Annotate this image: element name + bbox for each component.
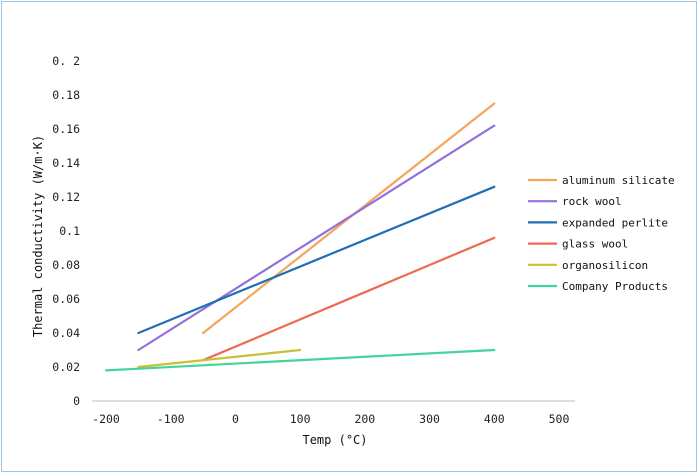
x-tick-label: 200 <box>354 412 375 426</box>
x-tick-label: -200 <box>92 412 120 426</box>
legend-label: expanded perlite <box>562 216 668 229</box>
x-tick-label: 300 <box>419 412 440 426</box>
series-line-organosilicon <box>137 348 302 369</box>
legend-label: rock wool <box>562 195 622 208</box>
y-tick-label: 0 <box>73 394 80 408</box>
y-tick-label: 0.1 <box>59 224 80 238</box>
y-tick-label: 0.16 <box>52 122 80 136</box>
y-tick-label: 0.06 <box>52 292 80 306</box>
legend-label: glass wool <box>562 238 628 251</box>
series-line-company-products <box>104 348 496 372</box>
y-tick-label: 0.02 <box>52 360 80 374</box>
legend: aluminum silicate rock wool expanded perli… <box>528 174 675 293</box>
y-axis-title: Thermal conductivity (W/m·K) <box>31 135 45 337</box>
series-line-glass-wool <box>202 236 496 362</box>
y-tick-label: 0.14 <box>52 156 80 170</box>
x-tick-label: -100 <box>157 412 185 426</box>
y-tick-label: 0. 2 <box>52 54 80 68</box>
x-tick-label: 400 <box>484 412 505 426</box>
y-tick-label: 0.08 <box>52 258 80 272</box>
y-tick-label: 0.04 <box>52 326 80 340</box>
series-line-expanded-perlite <box>137 185 496 335</box>
axes: 0 0.02 0.04 0.06 0.08 0.1 0.12 0.14 0.16 0.18 0. 2… <box>52 54 575 426</box>
x-tick-label: 0 <box>232 412 239 426</box>
x-axis-title: Temp (°C) <box>302 433 367 447</box>
plot-area <box>104 102 496 372</box>
series-line-rock-wool <box>137 124 496 352</box>
legend-label: Company Products <box>562 280 668 293</box>
legend-label: organosilicon <box>562 259 648 272</box>
legend-label: aluminum silicate <box>562 174 675 187</box>
y-tick-label: 0.18 <box>52 88 80 102</box>
x-tick-label: 100 <box>290 412 311 426</box>
y-tick-label: 0.12 <box>52 190 80 204</box>
x-tick-label: 500 <box>549 412 570 426</box>
